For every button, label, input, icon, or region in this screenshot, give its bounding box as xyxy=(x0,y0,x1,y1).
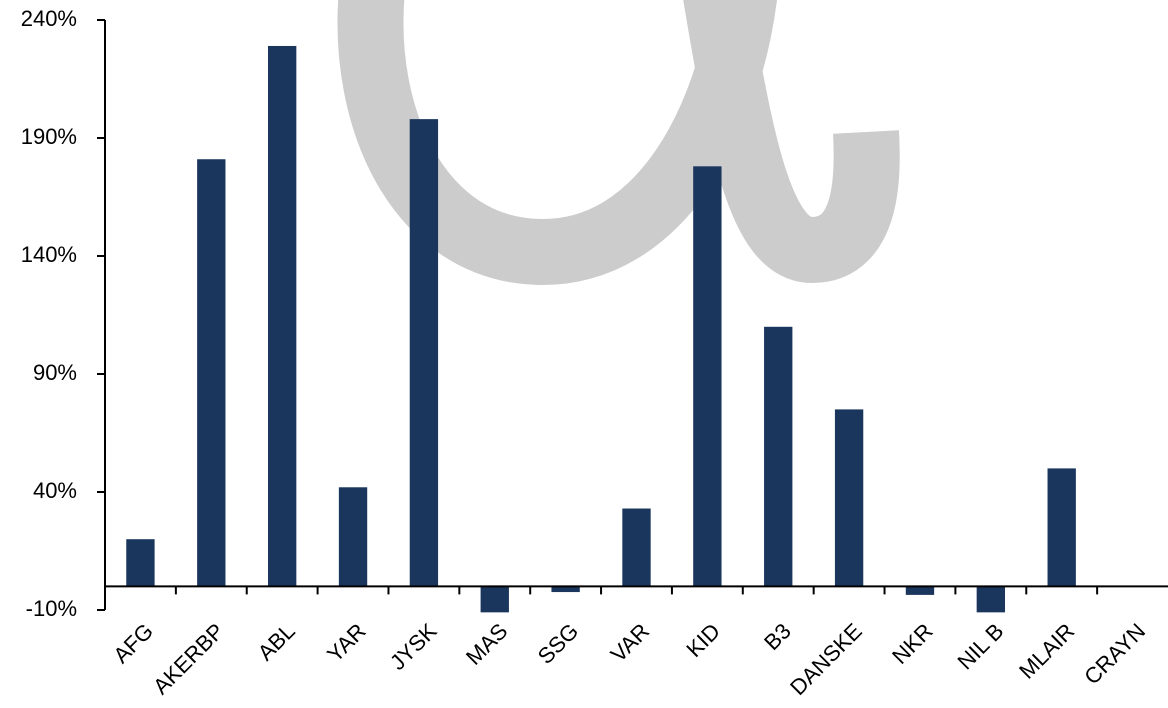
x-tick-label: NIL B xyxy=(952,618,1008,674)
bar xyxy=(551,586,580,593)
x-tick-label: YAR xyxy=(322,618,371,667)
y-tick-label: 140% xyxy=(21,242,77,267)
bar xyxy=(338,487,368,587)
y-tick-label: 190% xyxy=(21,124,77,149)
x-tick-label: MAS xyxy=(461,618,512,669)
x-tick-label: NKR xyxy=(887,618,938,669)
x-tick-label: AKERBP xyxy=(148,618,229,699)
bar xyxy=(1047,468,1076,587)
x-tick-label: DANSKE xyxy=(785,618,867,700)
watermark-stroke xyxy=(683,0,900,284)
x-tick-label: AFG xyxy=(108,618,158,668)
x-tick-label: JYSK xyxy=(385,618,442,675)
x-tick-label: KID xyxy=(681,618,725,662)
bar xyxy=(197,159,226,587)
y-tick-label: 90% xyxy=(33,360,77,385)
y-tick-label: 40% xyxy=(33,478,77,503)
x-tick-label: CRAYN xyxy=(1079,618,1150,689)
x-tick-label: ABL xyxy=(253,618,300,665)
bar xyxy=(905,586,935,595)
bar xyxy=(764,326,793,587)
bar xyxy=(409,119,439,587)
bar xyxy=(693,166,722,587)
bar xyxy=(267,45,297,587)
bar xyxy=(976,586,1006,613)
y-tick-label: -10% xyxy=(26,596,77,621)
x-tick-label: VAR xyxy=(606,618,655,667)
x-tick-label: MLAIR xyxy=(1014,618,1079,683)
x-tick-label: SSG xyxy=(533,618,584,669)
bar xyxy=(834,409,864,587)
bar xyxy=(480,586,509,613)
watermark xyxy=(337,0,900,286)
y-tick-label: 240% xyxy=(21,6,77,31)
bar xyxy=(622,508,651,587)
x-tick-label: B3 xyxy=(759,618,796,655)
bar xyxy=(126,539,155,587)
